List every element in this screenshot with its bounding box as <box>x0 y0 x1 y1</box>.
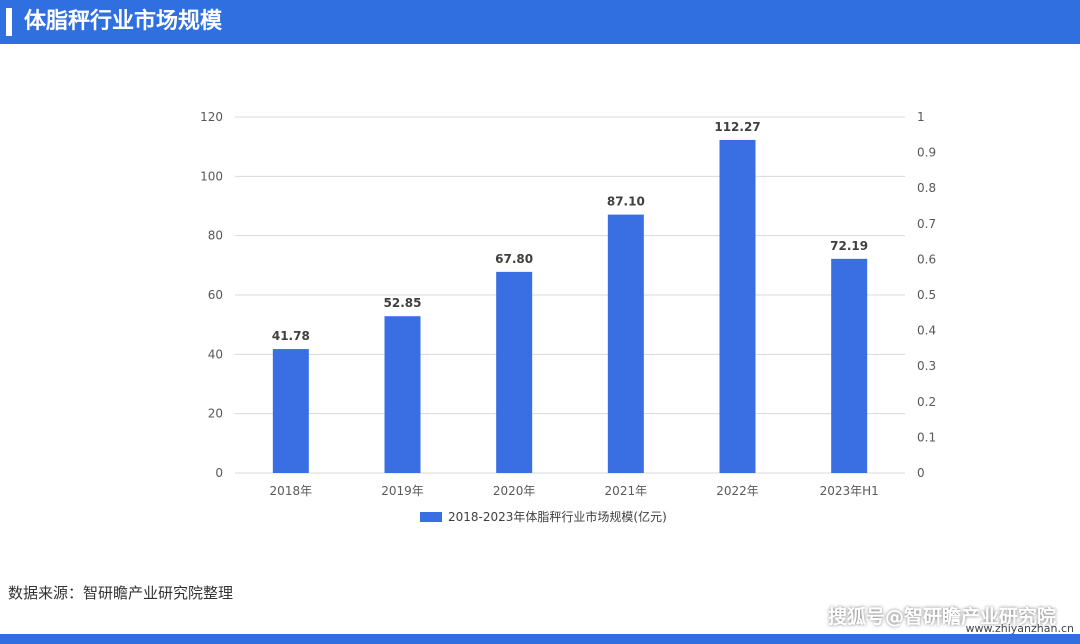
y-right-tick-label: 0.9 <box>917 146 936 160</box>
x-tick-label: 2023年H1 <box>820 484 879 498</box>
data-source-note: 数据来源：智研瞻产业研究院整理 <box>8 584 234 602</box>
y-right-tick-label: 0.8 <box>917 181 936 195</box>
y-right-tick-label: 0.7 <box>917 217 936 231</box>
data-label: 112.27 <box>714 120 760 134</box>
brand-watermark: 搜狐号@智研瞻产业研究院 <box>827 606 1056 628</box>
bar-chart: 0 20 40 60 80 100 120 0 0.1 0.2 0.3 0.4 0.5 0.6 0.7 0.8… <box>200 110 936 524</box>
data-label: 87.10 <box>607 195 645 209</box>
y-right-tick-label: 1 <box>917 110 925 124</box>
y-left-tick-label: 100 <box>200 169 223 183</box>
y-right-tick-label: 0.1 <box>917 430 936 444</box>
site-url: www.zhiyanzhan.cn <box>965 622 1074 635</box>
y-right-tick-label: 0.6 <box>917 252 936 266</box>
footer-bar <box>0 634 1080 644</box>
data-label: 67.80 <box>495 252 533 266</box>
y-left-tick-label: 0 <box>215 466 223 480</box>
x-tick-label: 2021年 <box>605 484 648 498</box>
data-label: 41.78 <box>272 329 310 343</box>
data-label: 72.19 <box>830 239 868 253</box>
y-right-tick-label: 0.3 <box>917 359 936 373</box>
header-bar: 体脂秤行业市场规模 <box>0 0 1080 44</box>
legend-label: 2018-2023年体脂秤行业市场规模(亿元) <box>448 509 667 524</box>
data-label: 52.85 <box>384 296 422 310</box>
y-left-tick-label: 40 <box>208 347 223 361</box>
y-left-tick-label: 80 <box>208 229 223 243</box>
page-title: 体脂秤行业市场规模 <box>24 9 223 34</box>
y-left-tick-label: 20 <box>208 407 223 421</box>
y-right-tick-label: 0.4 <box>917 324 936 338</box>
y-right-tick-label: 0.5 <box>917 288 936 302</box>
bar <box>719 139 756 473</box>
y-right-tick-label: 0.2 <box>917 395 936 409</box>
bar <box>607 214 644 473</box>
bar <box>496 271 533 473</box>
y-left-tick-label: 60 <box>208 288 223 302</box>
x-tick-label: 2022年 <box>716 484 759 498</box>
bar <box>384 316 421 473</box>
x-tick-label: 2020年 <box>493 484 536 498</box>
x-tick-label: 2019年 <box>381 484 424 498</box>
y-right-tick-label: 0 <box>917 466 925 480</box>
bar <box>272 349 309 473</box>
chart-container: 0 20 40 60 80 100 120 0 0.1 0.2 0.3 0.4 0.5 0.6 0.7 0.8… <box>0 44 1080 564</box>
legend-swatch <box>420 512 442 522</box>
bar <box>831 258 868 473</box>
y-left-tick-label: 120 <box>200 110 223 124</box>
header-accent <box>6 8 12 36</box>
x-tick-label: 2018年 <box>270 484 313 498</box>
